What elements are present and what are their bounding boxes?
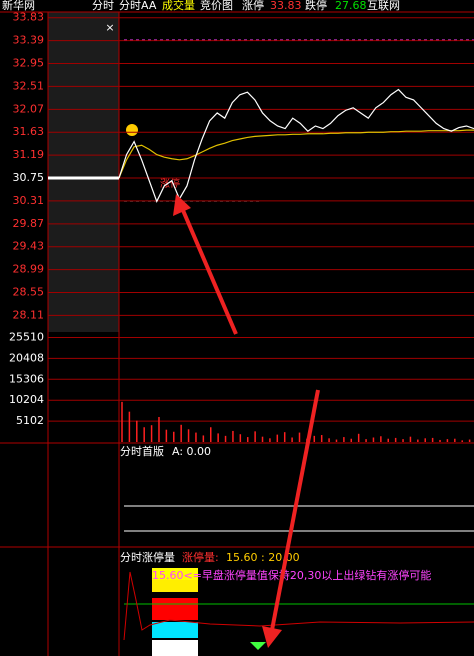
- header-tab[interactable]: 27.68: [335, 0, 367, 12]
- y-tick-label: 32.95: [13, 57, 45, 70]
- header-tab[interactable]: 33.83: [270, 0, 302, 12]
- color-block: [152, 580, 198, 592]
- color-block: [152, 568, 198, 580]
- panel-title: 分时涨停量: [120, 550, 175, 564]
- header-tab[interactable]: 新华网: [2, 0, 35, 12]
- y-tick-label: 20408: [9, 351, 44, 364]
- y-tick-label: 31.19: [13, 148, 45, 161]
- header-tab[interactable]: 竞价图: [200, 0, 233, 12]
- y-tick-label: 25510: [9, 330, 44, 343]
- indicator-value: A: 0.00: [172, 445, 211, 458]
- y-tick-label: 15306: [9, 372, 44, 385]
- y-tick-label: 29.43: [13, 240, 45, 253]
- y-tick-label: 30.75: [13, 171, 45, 184]
- y-tick-label: 31.63: [13, 125, 45, 138]
- y-tick-label: 28.55: [13, 286, 45, 299]
- header-tab[interactable]: 跌停: [305, 0, 327, 12]
- panel-title: 分时首版: [120, 444, 164, 458]
- header-tab[interactable]: 分时: [92, 0, 114, 12]
- header-tab[interactable]: 互联网: [367, 0, 400, 12]
- y-tick-label: 32.51: [13, 79, 45, 92]
- header: 新华网 分时 分时AA 成交量 竞价图 涨停 33.83 跌停 27.68 互联网: [2, 0, 400, 12]
- color-block: [152, 598, 198, 620]
- header-tab[interactable]: 分时AA: [119, 0, 157, 12]
- annotation-arrow: [173, 194, 320, 648]
- y-tick-label: 28.11: [13, 308, 45, 321]
- header-tab[interactable]: 涨停: [242, 0, 264, 12]
- average-line: [118, 129, 474, 179]
- y-tick-label: 10204: [9, 393, 44, 406]
- limit-label: 涨停量:: [182, 550, 219, 564]
- y-tick-label: 33.39: [13, 34, 45, 47]
- y-tick-label: 33.83: [13, 11, 45, 24]
- close-button[interactable]: ×: [105, 21, 114, 34]
- limit-line: [123, 571, 474, 641]
- y-tick-label: 30.31: [13, 194, 45, 207]
- limit-note: 15.60<=早盘涨停量值保持20,30以上出绿钻有涨停可能: [152, 568, 431, 582]
- color-block: [152, 622, 198, 638]
- y-tick-label: 32.07: [13, 102, 45, 115]
- header-tab[interactable]: 成交量: [162, 0, 195, 12]
- smiley-icon: [126, 124, 138, 136]
- y-tick-label: 29.87: [13, 217, 45, 230]
- green-diamond: [250, 642, 266, 650]
- limit-values: 15.60 : 20.00: [226, 551, 300, 564]
- auction-area: [48, 12, 119, 332]
- price-line: [118, 88, 474, 203]
- y-tick-label: 5102: [16, 414, 44, 427]
- y-tick-label: 28.99: [13, 263, 45, 276]
- color-block: [152, 640, 198, 656]
